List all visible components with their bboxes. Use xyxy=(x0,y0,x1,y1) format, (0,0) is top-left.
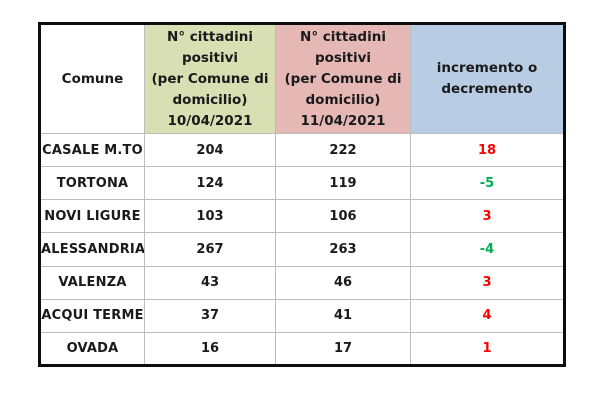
delta-cell: 3 xyxy=(410,265,565,300)
header-cell-incremento: incremento o decremento xyxy=(410,23,565,134)
table-row: ACQUI TERME 37 41 4 xyxy=(39,298,565,333)
comune-cell: OVADA xyxy=(39,331,145,367)
delta-cell: 1 xyxy=(410,331,565,367)
value-cell-10-04: 124 xyxy=(144,166,276,201)
value-cell-10-04: 37 xyxy=(144,298,276,333)
table-row: OVADA 16 17 1 xyxy=(39,331,565,367)
comune-cell: ACQUI TERME xyxy=(39,298,145,333)
comune-cell: VALENZA xyxy=(39,265,145,300)
value-cell-11-04: 41 xyxy=(275,298,411,333)
value-cell-11-04: 46 xyxy=(275,265,411,300)
value-cell-10-04: 267 xyxy=(144,232,276,267)
comune-cell: TORTONA xyxy=(39,166,145,201)
header-cell-comune: Comune xyxy=(39,23,145,134)
comune-cell: ALESSANDRIA xyxy=(39,232,145,267)
delta-cell: 3 xyxy=(410,199,565,234)
value-cell-10-04: 204 xyxy=(144,132,276,168)
table-row: VALENZA 43 46 3 xyxy=(39,265,565,300)
header-cell-positivi-11-04: N° cittadini positivi (per Comune di dom… xyxy=(275,23,411,134)
delta-cell: -5 xyxy=(410,166,565,201)
value-cell-11-04: 222 xyxy=(275,132,411,168)
value-cell-10-04: 43 xyxy=(144,265,276,300)
delta-cell: 4 xyxy=(410,298,565,333)
table-row: CASALE M.TO 204 222 18 xyxy=(39,132,565,168)
table-row: TORTONA 124 119 -5 xyxy=(39,166,565,201)
table-row: NOVI LIGURE 103 106 3 xyxy=(39,199,565,234)
delta-cell: 18 xyxy=(410,132,565,168)
table-row: ALESSANDRIA 267 263 -4 xyxy=(39,232,565,267)
value-cell-11-04: 17 xyxy=(275,331,411,367)
value-cell-10-04: 16 xyxy=(144,331,276,367)
value-cell-11-04: 106 xyxy=(275,199,411,234)
covid-comuni-table: Comune N° cittadini positivi (per Comune… xyxy=(38,22,566,367)
delta-cell: -4 xyxy=(410,232,565,267)
header-cell-positivi-10-04: N° cittadini positivi (per Comune di dom… xyxy=(144,23,276,134)
value-cell-10-04: 103 xyxy=(144,199,276,234)
value-cell-11-04: 263 xyxy=(275,232,411,267)
comune-cell: CASALE M.TO xyxy=(39,132,145,168)
comune-cell: NOVI LIGURE xyxy=(39,199,145,234)
header-row: Comune N° cittadini positivi (per Comune… xyxy=(39,23,565,134)
value-cell-11-04: 119 xyxy=(275,166,411,201)
